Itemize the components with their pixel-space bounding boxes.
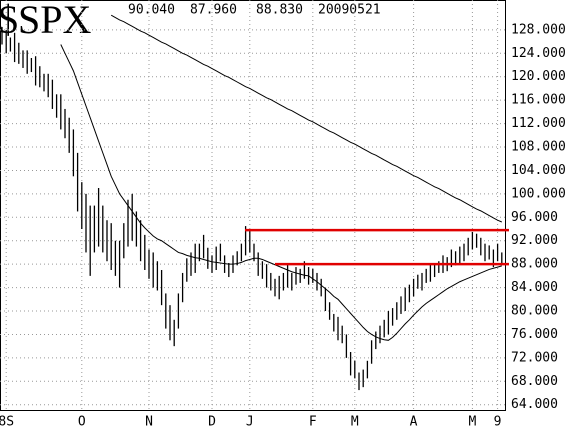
y-tick-label: 124.000 [511, 46, 566, 61]
x-tick-label: N [145, 415, 153, 430]
x-tick-label: 8S [0, 415, 14, 430]
x-tick-label: A [410, 415, 418, 430]
plot-frame [0, 0, 506, 411]
y-tick-label: 96.000 [511, 210, 558, 225]
y-tick-label: 128.000 [511, 22, 566, 37]
x-tick-label: M [351, 415, 359, 430]
y-tick-label: 84.000 [511, 280, 558, 295]
x-tick-label: F [309, 415, 317, 430]
y-tick-label: 64.000 [511, 397, 558, 412]
header-value: 87.960 [190, 3, 237, 18]
header-value: 20090521 [318, 3, 381, 18]
x-tick-label: J [246, 415, 254, 430]
y-tick-label: 80.000 [511, 304, 558, 319]
x-tick-label: M [468, 415, 476, 430]
moving-average [60, 44, 502, 341]
y-tick-label: 104.000 [511, 163, 566, 178]
y-tick-label: 100.000 [511, 186, 566, 201]
chart-title: $SPX [0, 0, 91, 42]
y-tick-label: 112.000 [511, 116, 566, 131]
header-value: 88.830 [256, 3, 303, 18]
x-tick-label: 9 [494, 415, 502, 430]
y-tick-label: 76.000 [511, 327, 558, 342]
y-tick-label: 116.000 [511, 93, 566, 108]
moving-average [110, 14, 502, 223]
y-tick-label: 72.000 [511, 350, 558, 365]
y-tick-label: 120.000 [511, 69, 566, 84]
y-tick-label: 68.000 [511, 374, 558, 389]
x-tick-label: O [78, 415, 86, 430]
y-tick-label: 108.000 [511, 140, 566, 155]
y-tick-label: 88.000 [511, 257, 558, 272]
header-value: 90.040 [128, 3, 175, 18]
y-tick-label: 92.000 [511, 233, 558, 248]
x-tick-label: D [208, 415, 216, 430]
